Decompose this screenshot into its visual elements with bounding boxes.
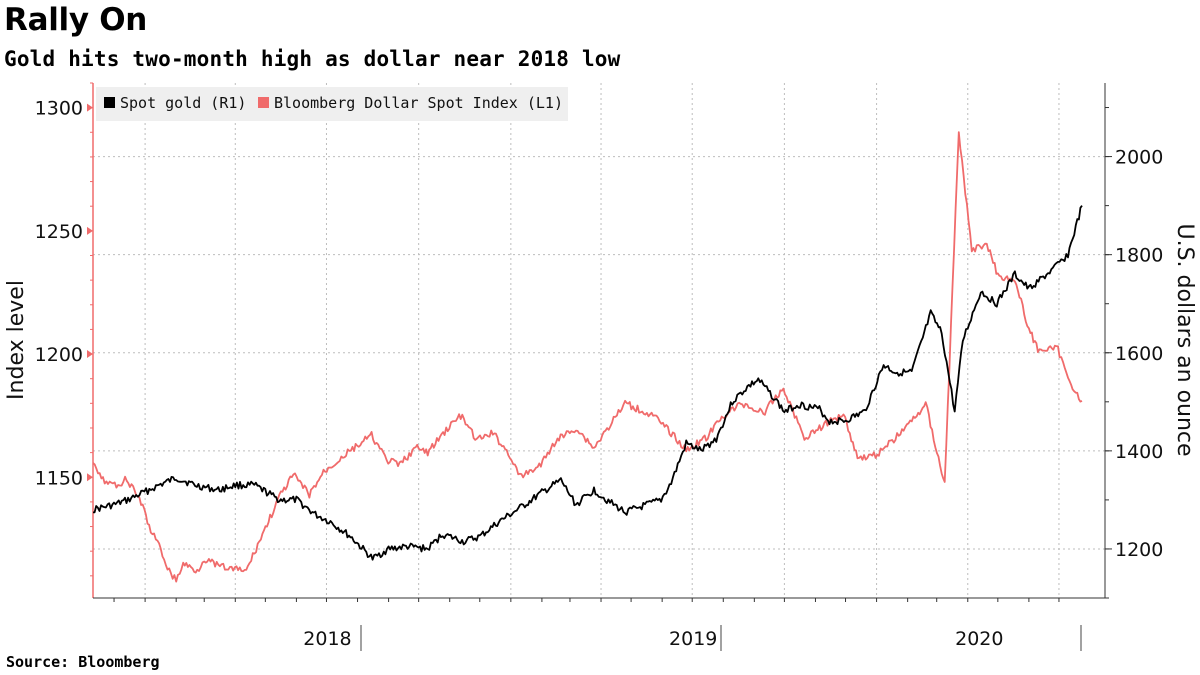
legend-label-dollar-index: Bloomberg Dollar Spot Index (L1) [274,94,563,112]
gridlines [93,83,1105,598]
left-major-tick [87,350,93,359]
series-line-dollar-index [92,131,1083,583]
legend: Spot gold (R1) Bloomberg Dollar Spot Inde… [96,87,568,121]
series-line-spot-gold [92,205,1083,561]
year-label: 2020 [955,628,1003,650]
legend-swatch-spot-gold [104,97,115,108]
right-tick-label: 1800 [1115,245,1163,267]
right-axis-title: U.S. dollars an ounce [1172,223,1197,456]
left-tick-label: 1150 [35,467,83,489]
left-major-tick [87,226,93,235]
chart-subtitle: Gold hits two-month high as dollar near … [4,47,621,71]
right-tick-label: 2000 [1115,147,1163,169]
right-tick-label: 1600 [1115,343,1163,365]
year-label: 2018 [303,628,351,650]
legend-label-spot-gold: Spot gold (R1) [120,94,246,112]
axes: 1150 1200 1250 1300 1200 1400 1600 1800 2000 2018… [4,82,1197,651]
year-label: 2019 [669,628,717,650]
left-tick-label: 1250 [35,221,83,243]
left-major-tick [87,103,93,112]
series-layer [92,131,1083,583]
chart-title: Rally On [4,2,148,38]
source-note: Source: Bloomberg [6,653,160,671]
right-tick-label: 1400 [1115,441,1163,463]
legend-box [96,87,568,121]
left-tick-label: 1200 [35,344,83,366]
left-tick-label: 1300 [35,98,83,120]
legend-swatch-dollar-index [258,97,269,108]
left-major-tick [87,473,93,482]
right-tick-label: 1200 [1115,539,1163,561]
left-axis-title: Index level [4,280,29,400]
